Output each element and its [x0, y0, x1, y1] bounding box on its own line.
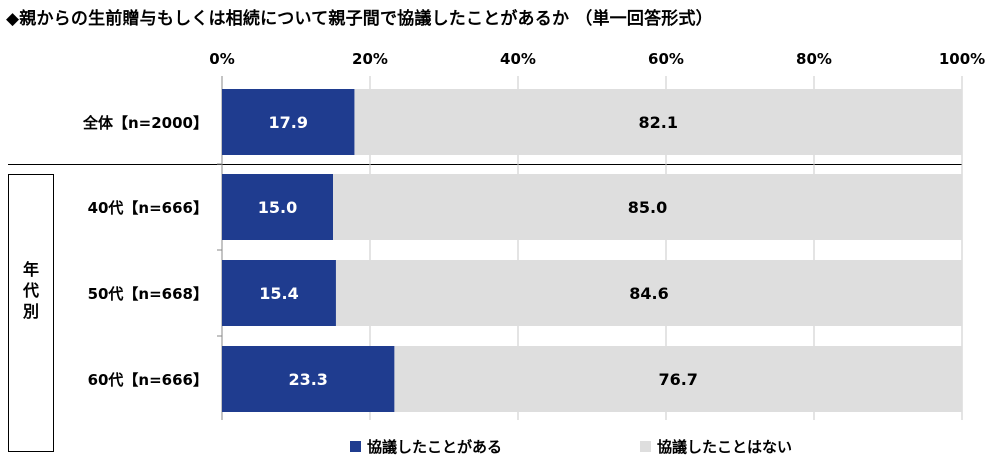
category-label: 40代【n=666】	[87, 199, 208, 217]
age-group-label: 年 代 別	[9, 259, 53, 322]
legend-label-no: 協議したことはない	[657, 438, 793, 456]
bar-yes	[222, 346, 395, 412]
legend-label-yes: 協議したことがある	[367, 438, 503, 456]
data-label-no: 84.6	[629, 284, 668, 303]
data-label-no: 85.0	[628, 198, 667, 217]
legend-swatch-no	[640, 441, 651, 452]
chart-title: ◆親からの生前贈与もしくは相続について親子間で協議したことがあるか （単一回答形…	[6, 9, 713, 29]
category-label: 50代【n=668】	[87, 285, 208, 303]
category-label: 全体【n=2000】	[83, 114, 208, 132]
bar-yes	[222, 260, 336, 326]
age-group-label-char: 別	[22, 302, 39, 321]
bar-yes	[222, 174, 333, 240]
data-label-no: 82.1	[638, 113, 677, 132]
legend-swatch-yes	[350, 441, 361, 452]
bar-yes	[222, 89, 355, 155]
x-tick-label: 60%	[648, 50, 684, 68]
age-group-box: 年 代 別	[8, 174, 54, 452]
section-divider	[8, 164, 962, 165]
bar-no	[335, 260, 963, 326]
x-tick-label: 40%	[500, 50, 536, 68]
data-label-yes: 15.0	[258, 198, 297, 217]
bar-no	[354, 89, 963, 155]
category-label: 60代【n=666】	[87, 371, 208, 389]
bar-no	[333, 174, 962, 240]
x-tick-label: 20%	[352, 50, 388, 68]
bar-no	[394, 346, 962, 412]
x-tick-label: 80%	[796, 50, 832, 68]
data-label-yes: 17.9	[268, 113, 307, 132]
data-label-yes: 15.4	[259, 284, 298, 303]
age-group-label-char: 年	[22, 260, 39, 279]
x-tick-label: 100%	[938, 50, 986, 68]
age-group-label-char: 代	[22, 281, 39, 300]
legend-item-no: 協議したことはない	[640, 436, 792, 457]
data-label-yes: 23.3	[288, 370, 327, 389]
legend-item-yes: 協議したことがある	[350, 436, 502, 457]
data-label-no: 76.7	[658, 370, 697, 389]
x-tick-label: 0%	[209, 50, 235, 68]
